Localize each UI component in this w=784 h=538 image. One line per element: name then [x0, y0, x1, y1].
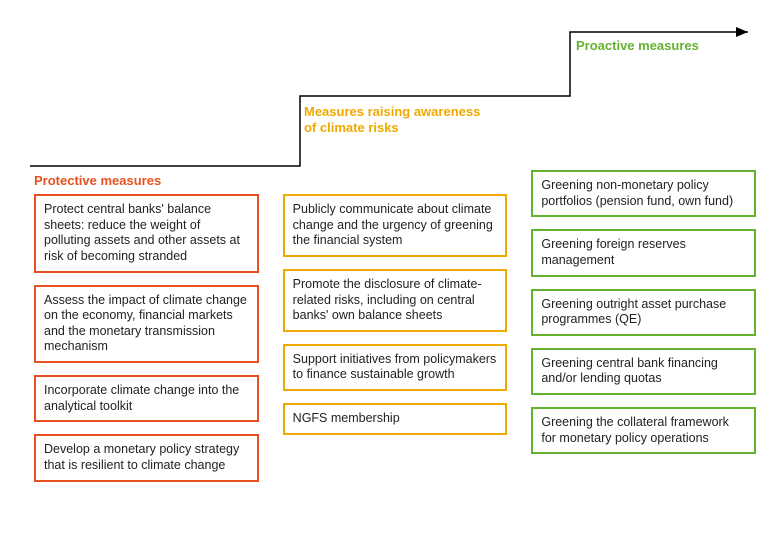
awareness-box: NGFS membership	[283, 403, 508, 435]
section-title-awareness: Measures raising awareness of climate ri…	[304, 104, 480, 137]
awareness-box: Publicly communicate about climate chang…	[283, 194, 508, 257]
step-arrow-line	[0, 0, 784, 180]
protective-box: Protect central banks' balance sheets: r…	[34, 194, 259, 273]
awareness-box: Promote the disclosure of climate-relate…	[283, 269, 508, 332]
proactive-box: Greening foreign reserves management	[531, 229, 756, 276]
column-protective: Protect central banks' balance sheets: r…	[34, 194, 259, 482]
proactive-box: Greening the collateral framework for mo…	[531, 407, 756, 454]
section-title-proactive: Proactive measures	[576, 38, 699, 54]
column-awareness: Publicly communicate about climate chang…	[283, 194, 508, 482]
columns-container: Protect central banks' balance sheets: r…	[34, 170, 756, 482]
protective-box: Assess the impact of climate change on t…	[34, 285, 259, 364]
proactive-box: Greening outright asset purchase program…	[531, 289, 756, 336]
proactive-box: Greening non-monetary policy portfolios …	[531, 170, 756, 217]
awareness-box: Support initiatives from policymakers to…	[283, 344, 508, 391]
proactive-box: Greening central bank financing and/or l…	[531, 348, 756, 395]
column-proactive: Greening non-monetary policy portfolios …	[531, 170, 756, 482]
protective-box: Incorporate climate change into the anal…	[34, 375, 259, 422]
diagram-canvas: Protective measuresMeasures raising awar…	[0, 0, 784, 538]
protective-box: Develop a monetary policy strategy that …	[34, 434, 259, 481]
